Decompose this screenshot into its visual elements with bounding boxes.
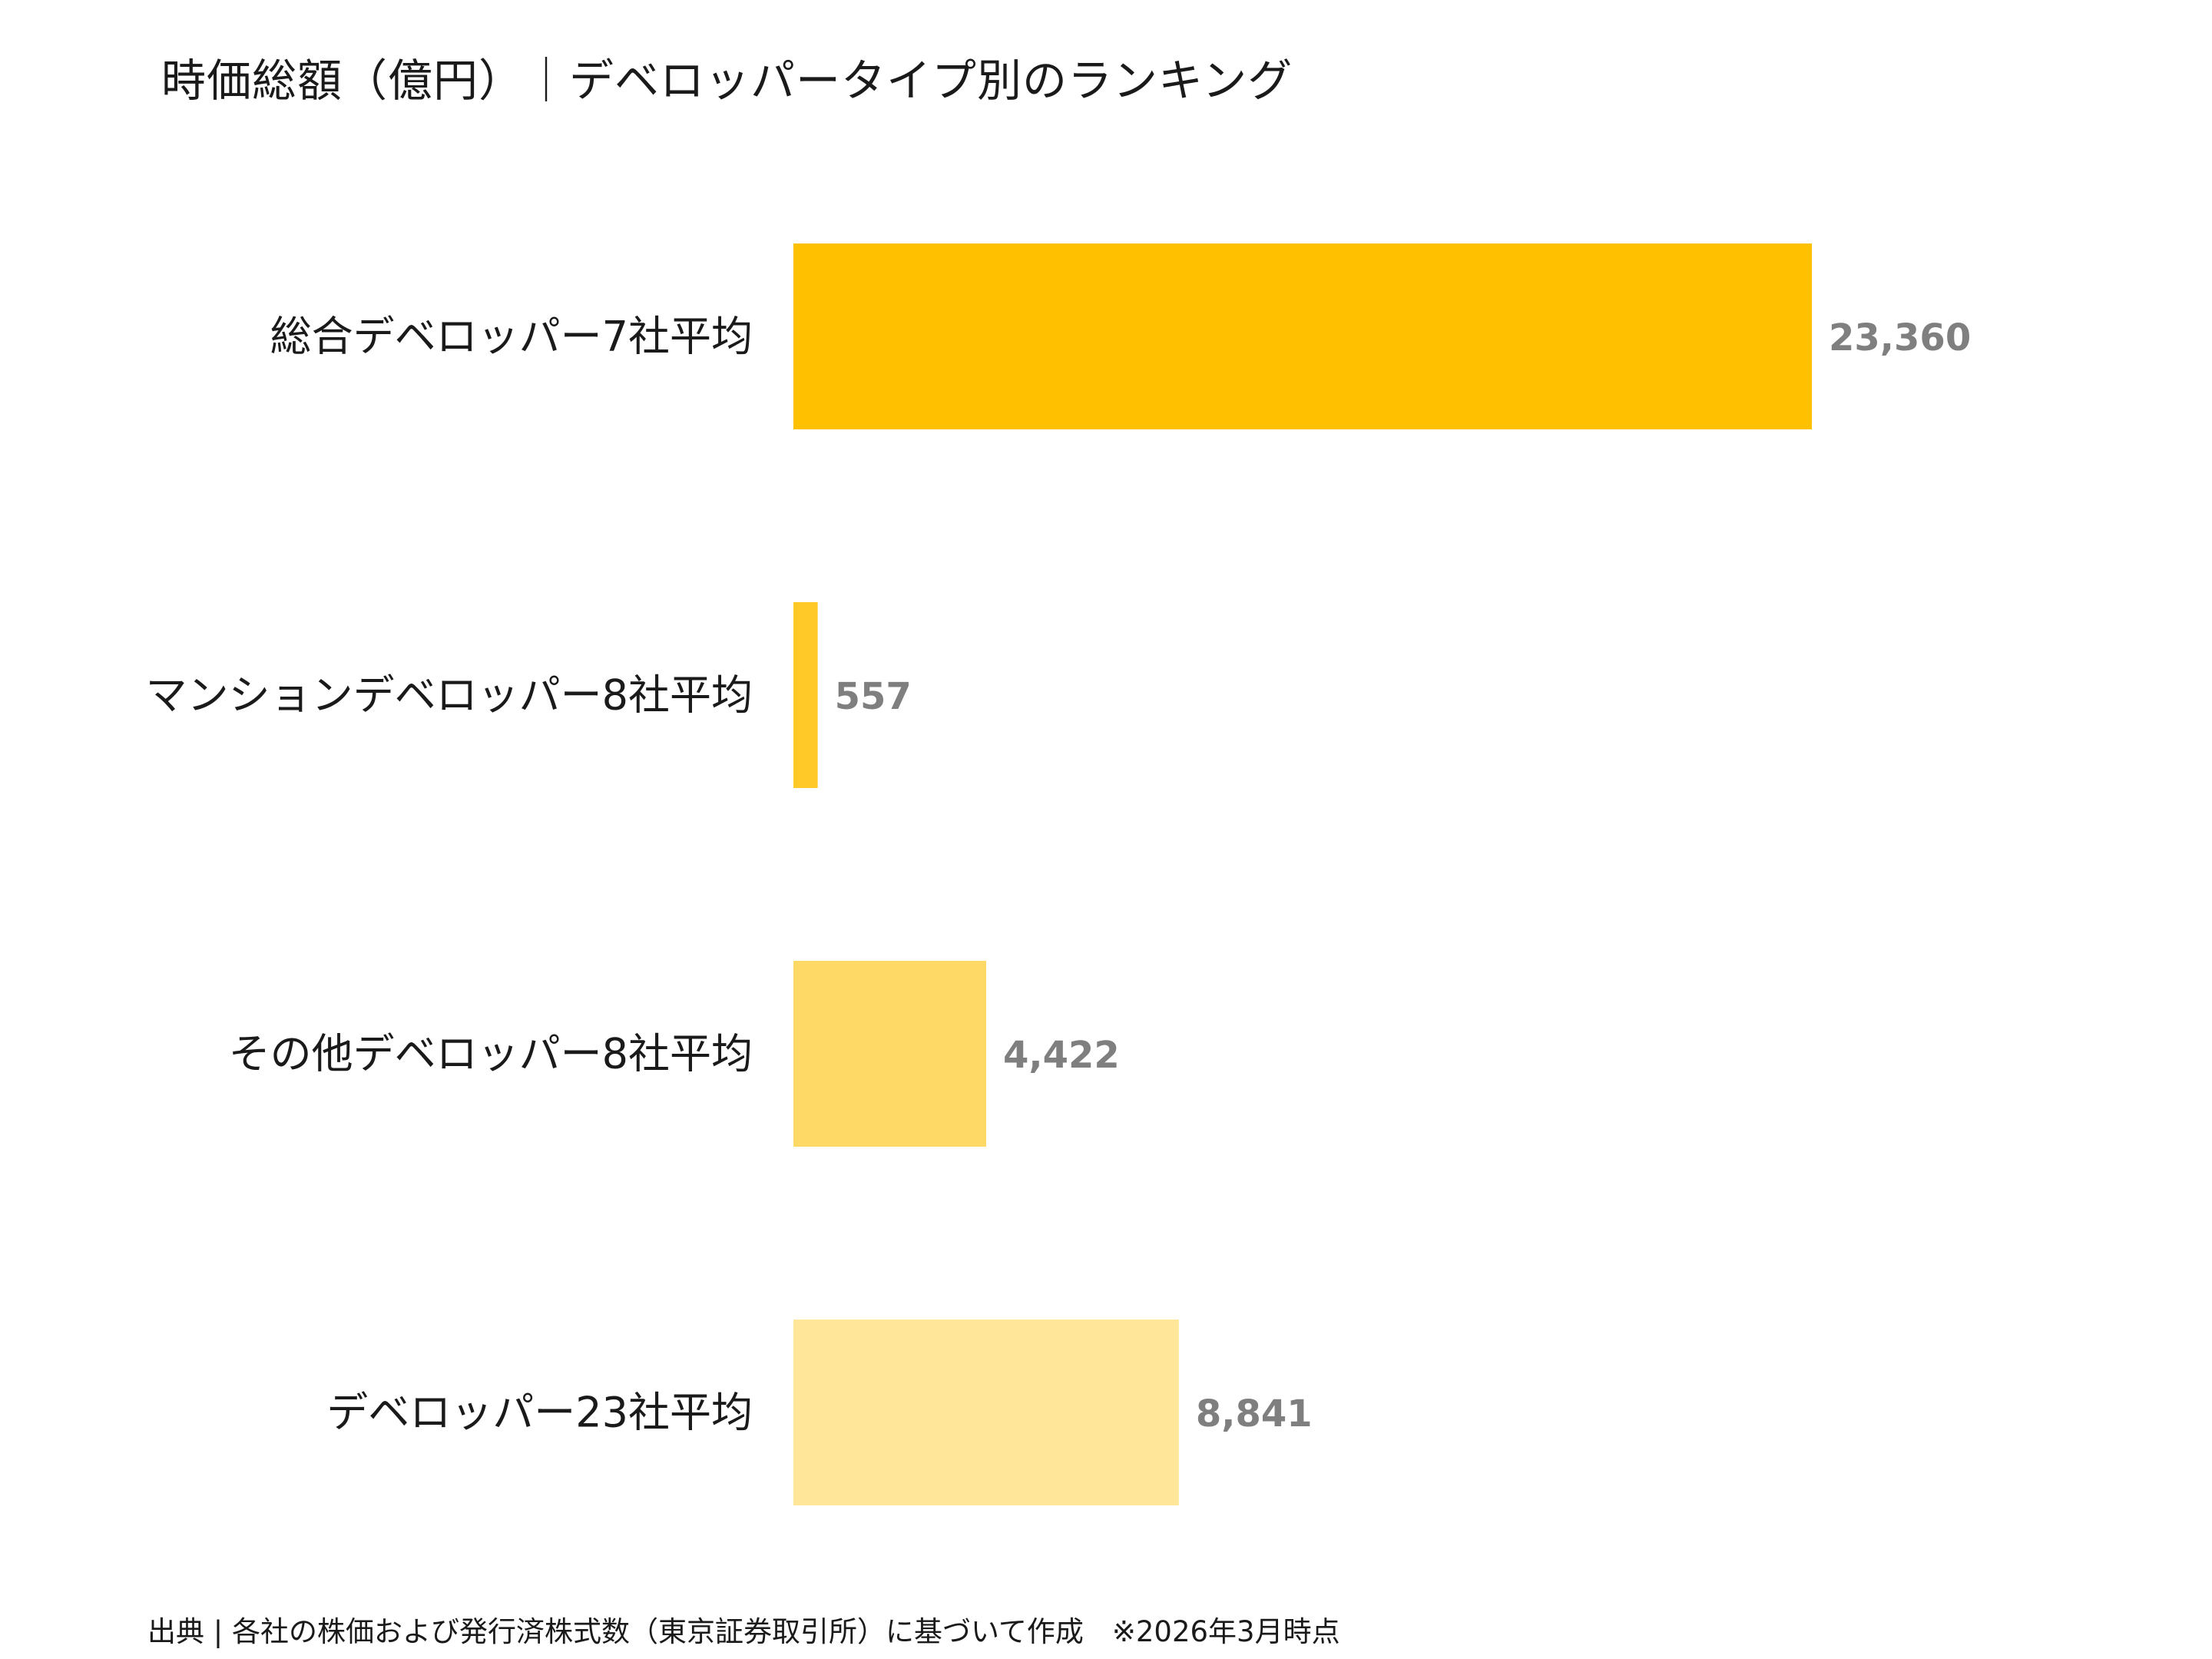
value-label-1: 23,360 — [1829, 316, 1971, 359]
category-label-4: デベロッパー23社平均 — [326, 1389, 753, 1437]
chart-title: 時価総額（億円）｜デベロッパータイプ別のランキング — [161, 55, 1293, 107]
bars-layer: 総合デベロッパー7社平均 23,360 マンションデベロッパー8社平均 557 その他デ… — [146, 243, 1971, 1505]
bar-2 — [793, 602, 818, 788]
value-label-4: 8,841 — [1196, 1392, 1313, 1435]
source-note: 出典 | 各社の株価および発行済株式数（東京証券取引所）に基づいて作成 ※202… — [147, 1615, 1340, 1648]
category-label-1: 総合デベロッパー7社平均 — [270, 313, 753, 361]
category-label-3: その他デベロッパー8社平均 — [229, 1030, 753, 1078]
bar-1 — [793, 243, 1812, 429]
value-label-2: 557 — [835, 675, 912, 718]
bar-4 — [793, 1320, 1179, 1505]
category-label-2: マンションデベロッパー8社平均 — [146, 671, 753, 720]
value-label-3: 4,422 — [1003, 1034, 1120, 1077]
bar-3 — [793, 961, 987, 1147]
